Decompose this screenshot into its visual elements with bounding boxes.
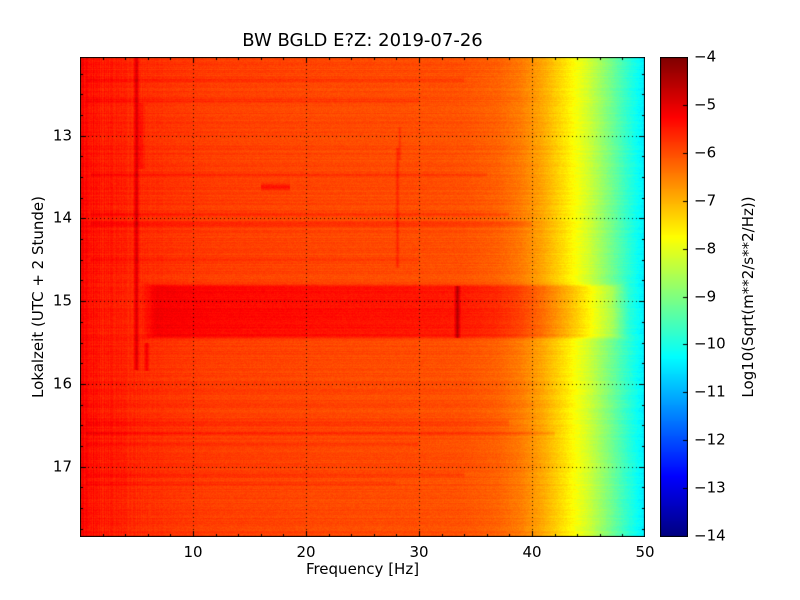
x-tick-label: 50 [635,543,655,561]
colorbar [660,57,688,537]
x-tick-label: 20 [296,543,316,561]
y-tick-label: 14 [52,208,72,227]
colorbar-tick-label: −9 [694,287,717,305]
x-axis-label: Frequency [Hz] [305,560,420,578]
colorbar-tick-label: −14 [694,526,726,545]
y-tick-label: 17 [52,457,72,476]
colorbar-tick-label: −11 [694,382,726,401]
colorbar-tick-label: −7 [694,191,717,210]
colorbar-tick-label: −5 [694,95,717,114]
colorbar-tick-label: −4 [694,47,717,66]
x-tick-label: 10 [183,543,203,561]
x-tick-label: 30 [409,543,429,561]
colorbar-tick-label: −10 [694,334,726,353]
plot-title: BW BGLD E?Z: 2019-07-26 [242,30,483,51]
y-tick-label: 16 [52,374,72,393]
colorbar-tick-label: −13 [694,478,726,497]
colorbar-tick-label: −8 [694,239,717,258]
colorbar-label: Log10(Sqrt(m**2/s**2/Hz)) [739,196,757,398]
y-tick-label: 13 [52,126,72,145]
y-tick-label: 15 [52,291,72,310]
y-axis-label: Lokalzeit (UTC + 2 Stunde) [29,196,47,398]
spectrogram-heatmap [80,57,645,537]
colorbar-tick-label: −12 [694,430,726,449]
colorbar-tick-label: −6 [694,143,717,162]
x-tick-label: 40 [522,543,542,561]
